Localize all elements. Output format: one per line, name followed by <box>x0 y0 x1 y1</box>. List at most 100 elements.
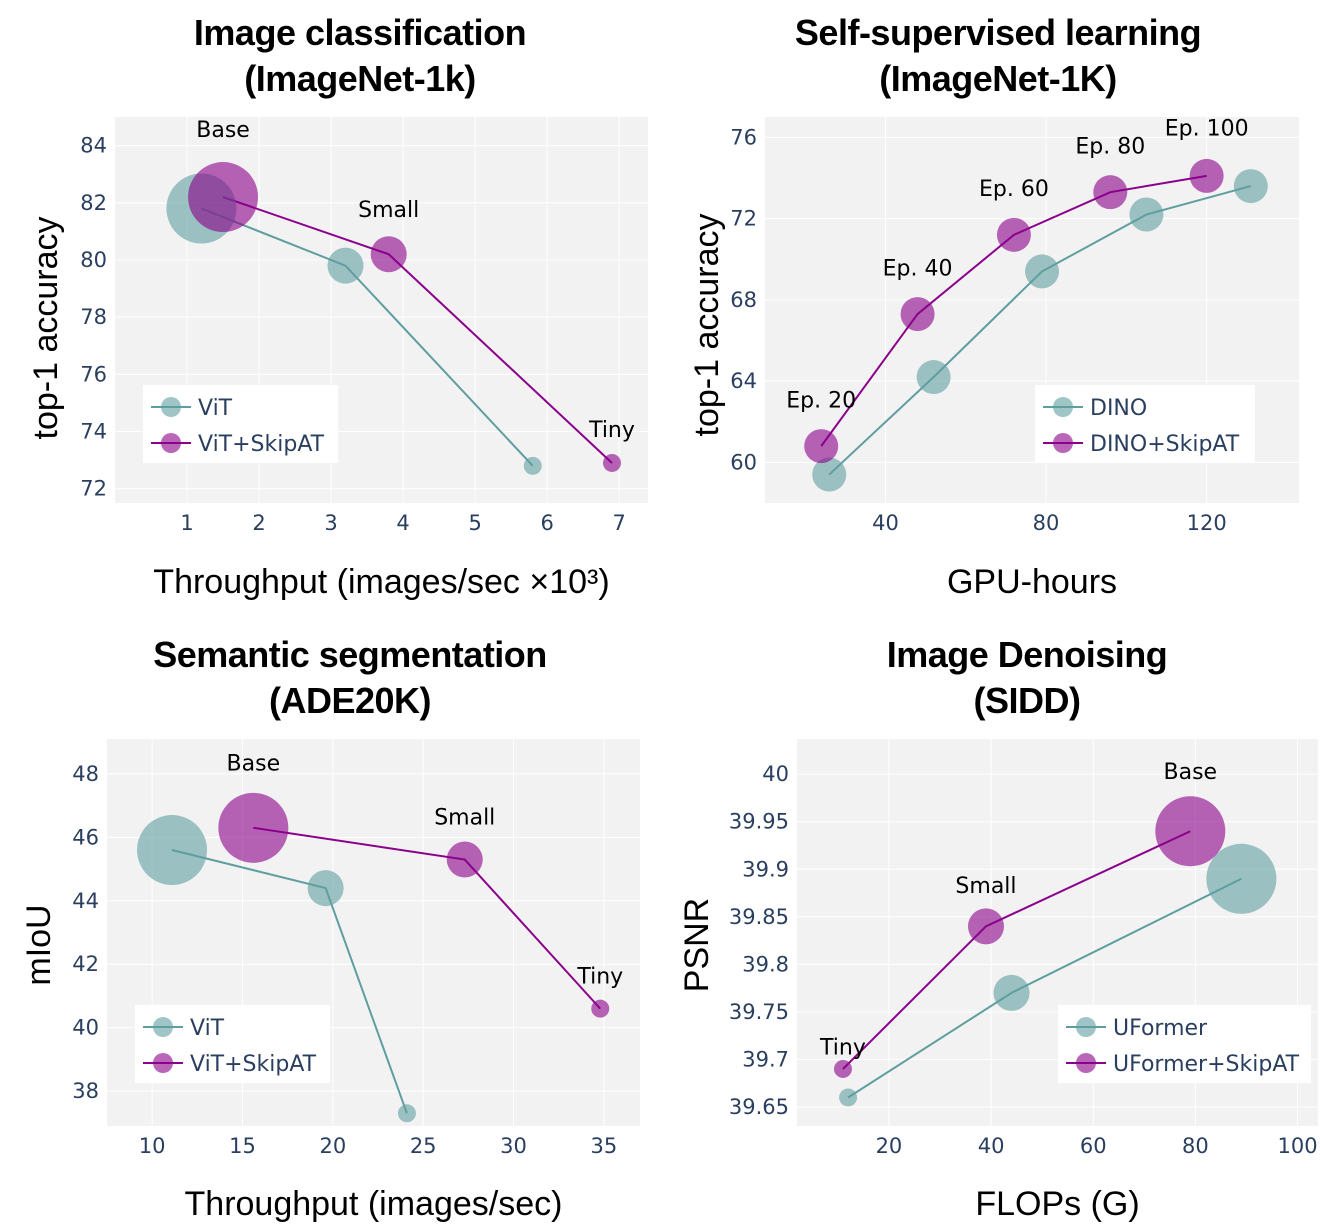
chart-title-line: Semantic segmentation <box>153 634 547 675</box>
chart-1: Image classification (ImageNet-1k) 1 2 3 4 5 6 7… <box>27 12 648 601</box>
data-point <box>812 457 847 492</box>
point-annotation: Tiny <box>819 1036 866 1061</box>
legend-label: ViT <box>190 1016 225 1041</box>
point-annotation: Ep. 20 <box>786 389 856 414</box>
legend-marker <box>1076 1053 1096 1073</box>
x-tick-label: 10 <box>139 1134 166 1158</box>
x-axis-title: FLOPs (G) <box>975 1185 1139 1223</box>
y-tick-label: 42 <box>72 952 99 976</box>
x-tick-label: 35 <box>590 1134 617 1158</box>
chart-4: Image Denoising (SIDD) 20 40 60 80 100 39.65 39.… <box>678 634 1318 1223</box>
legend-label: DINO+SkipAT <box>1090 432 1240 457</box>
y-tick-label: 64 <box>730 369 757 393</box>
x-tick-label: 60 <box>1080 1134 1107 1158</box>
x-axis-title: Throughput (images/sec ×10³) <box>153 563 609 601</box>
legend-label: ViT+SkipAT <box>190 1052 317 1077</box>
data-point <box>1025 254 1060 289</box>
data-point <box>916 360 951 395</box>
y-tick-label: 82 <box>80 191 107 215</box>
chart-title-line: Self-supervised learning <box>795 12 1201 53</box>
x-tick-label: 80 <box>1182 1134 1209 1158</box>
y-axis-title: mIoU <box>20 904 58 985</box>
x-tick-label: 2 <box>252 511 265 535</box>
data-point <box>996 217 1031 252</box>
data-point <box>591 999 610 1018</box>
data-point <box>804 429 839 464</box>
chart-title-line: (ADE20K) <box>269 680 431 721</box>
data-point <box>307 870 344 907</box>
chart-2: Self-supervised learning (ImageNet-1K) 40 8… <box>688 12 1299 601</box>
y-tick-label: 80 <box>80 248 107 272</box>
legend-marker <box>1076 1017 1096 1037</box>
legend-marker <box>1053 397 1073 417</box>
point-annotation: Base <box>227 752 281 777</box>
point-annotation: Base <box>1164 760 1218 785</box>
legend: UFormer UFormer+SkipAT <box>1058 1005 1311 1083</box>
y-tick-label: 74 <box>80 420 107 444</box>
y-tick-label: 68 <box>730 288 757 312</box>
data-point <box>188 162 259 233</box>
x-tick-label: 100 <box>1278 1134 1318 1158</box>
y-tick-label: 48 <box>72 762 99 786</box>
legend-label: ViT <box>198 396 233 421</box>
x-tick-label: 120 <box>1187 511 1227 535</box>
y-tick-label: 78 <box>80 305 107 329</box>
legend: ViT ViT+SkipAT <box>143 385 338 463</box>
legend-label: ViT+SkipAT <box>198 432 325 457</box>
y-axis-title: PSNR <box>678 898 716 992</box>
chart-title-line: Image classification <box>194 12 526 53</box>
x-tick-label: 80 <box>1033 511 1060 535</box>
y-tick-label: 39.8 <box>742 952 789 976</box>
data-point <box>370 236 407 273</box>
point-annotation: Ep. 80 <box>1075 135 1145 160</box>
point-annotation: Small <box>434 806 495 831</box>
point-annotation: Small <box>358 198 419 223</box>
point-annotation: Ep. 40 <box>883 256 953 281</box>
data-point <box>1155 796 1226 867</box>
x-tick-label: 15 <box>229 1134 256 1158</box>
y-tick-label: 40 <box>72 1016 99 1040</box>
y-tick-label: 39.85 <box>729 905 789 929</box>
point-annotation: Tiny <box>576 964 623 989</box>
data-point <box>1233 169 1268 204</box>
point-annotation: Ep. 100 <box>1165 116 1249 141</box>
x-tick-label: 20 <box>876 1134 903 1158</box>
legend: ViT ViT+SkipAT <box>135 1005 330 1083</box>
data-point <box>523 456 542 475</box>
x-tick-label: 1 <box>180 511 193 535</box>
data-point <box>446 841 483 878</box>
legend-label: UFormer <box>1113 1016 1208 1041</box>
y-tick-label: 38 <box>72 1079 99 1103</box>
chart-3: Semantic segmentation (ADE20K) 10 15 20 25 30 3… <box>20 634 640 1223</box>
y-axis-title: top-1 accuracy <box>688 214 726 437</box>
data-point <box>397 1104 416 1123</box>
point-annotation: Base <box>196 118 250 143</box>
data-point <box>967 908 1004 945</box>
y-tick-label: 44 <box>72 889 99 913</box>
x-tick-label: 3 <box>324 511 337 535</box>
x-tick-label: 20 <box>319 1134 346 1158</box>
legend-marker <box>161 433 181 453</box>
y-axis-title: top-1 accuracy <box>27 217 65 440</box>
legend-box <box>1058 1005 1311 1083</box>
data-point <box>1206 843 1277 914</box>
data-point <box>833 1059 852 1078</box>
x-tick-label: 25 <box>410 1134 437 1158</box>
x-axis-title: Throughput (images/sec) <box>185 1185 563 1223</box>
y-tick-label: 60 <box>730 450 757 474</box>
x-tick-label: 4 <box>396 511 409 535</box>
y-tick-label: 39.65 <box>729 1095 789 1119</box>
y-tick-label: 72 <box>80 477 107 501</box>
legend-label: UFormer+SkipAT <box>1113 1052 1300 1077</box>
y-tick-label: 39.9 <box>742 857 789 881</box>
y-tick-label: 40 <box>762 762 789 786</box>
data-point <box>1093 175 1128 210</box>
point-annotation: Small <box>955 874 1016 899</box>
y-tick-label: 39.7 <box>742 1047 789 1071</box>
data-point <box>602 453 621 472</box>
legend-marker <box>153 1017 173 1037</box>
legend: DINO DINO+SkipAT <box>1035 385 1255 463</box>
data-point <box>137 815 208 886</box>
x-tick-label: 30 <box>500 1134 527 1158</box>
